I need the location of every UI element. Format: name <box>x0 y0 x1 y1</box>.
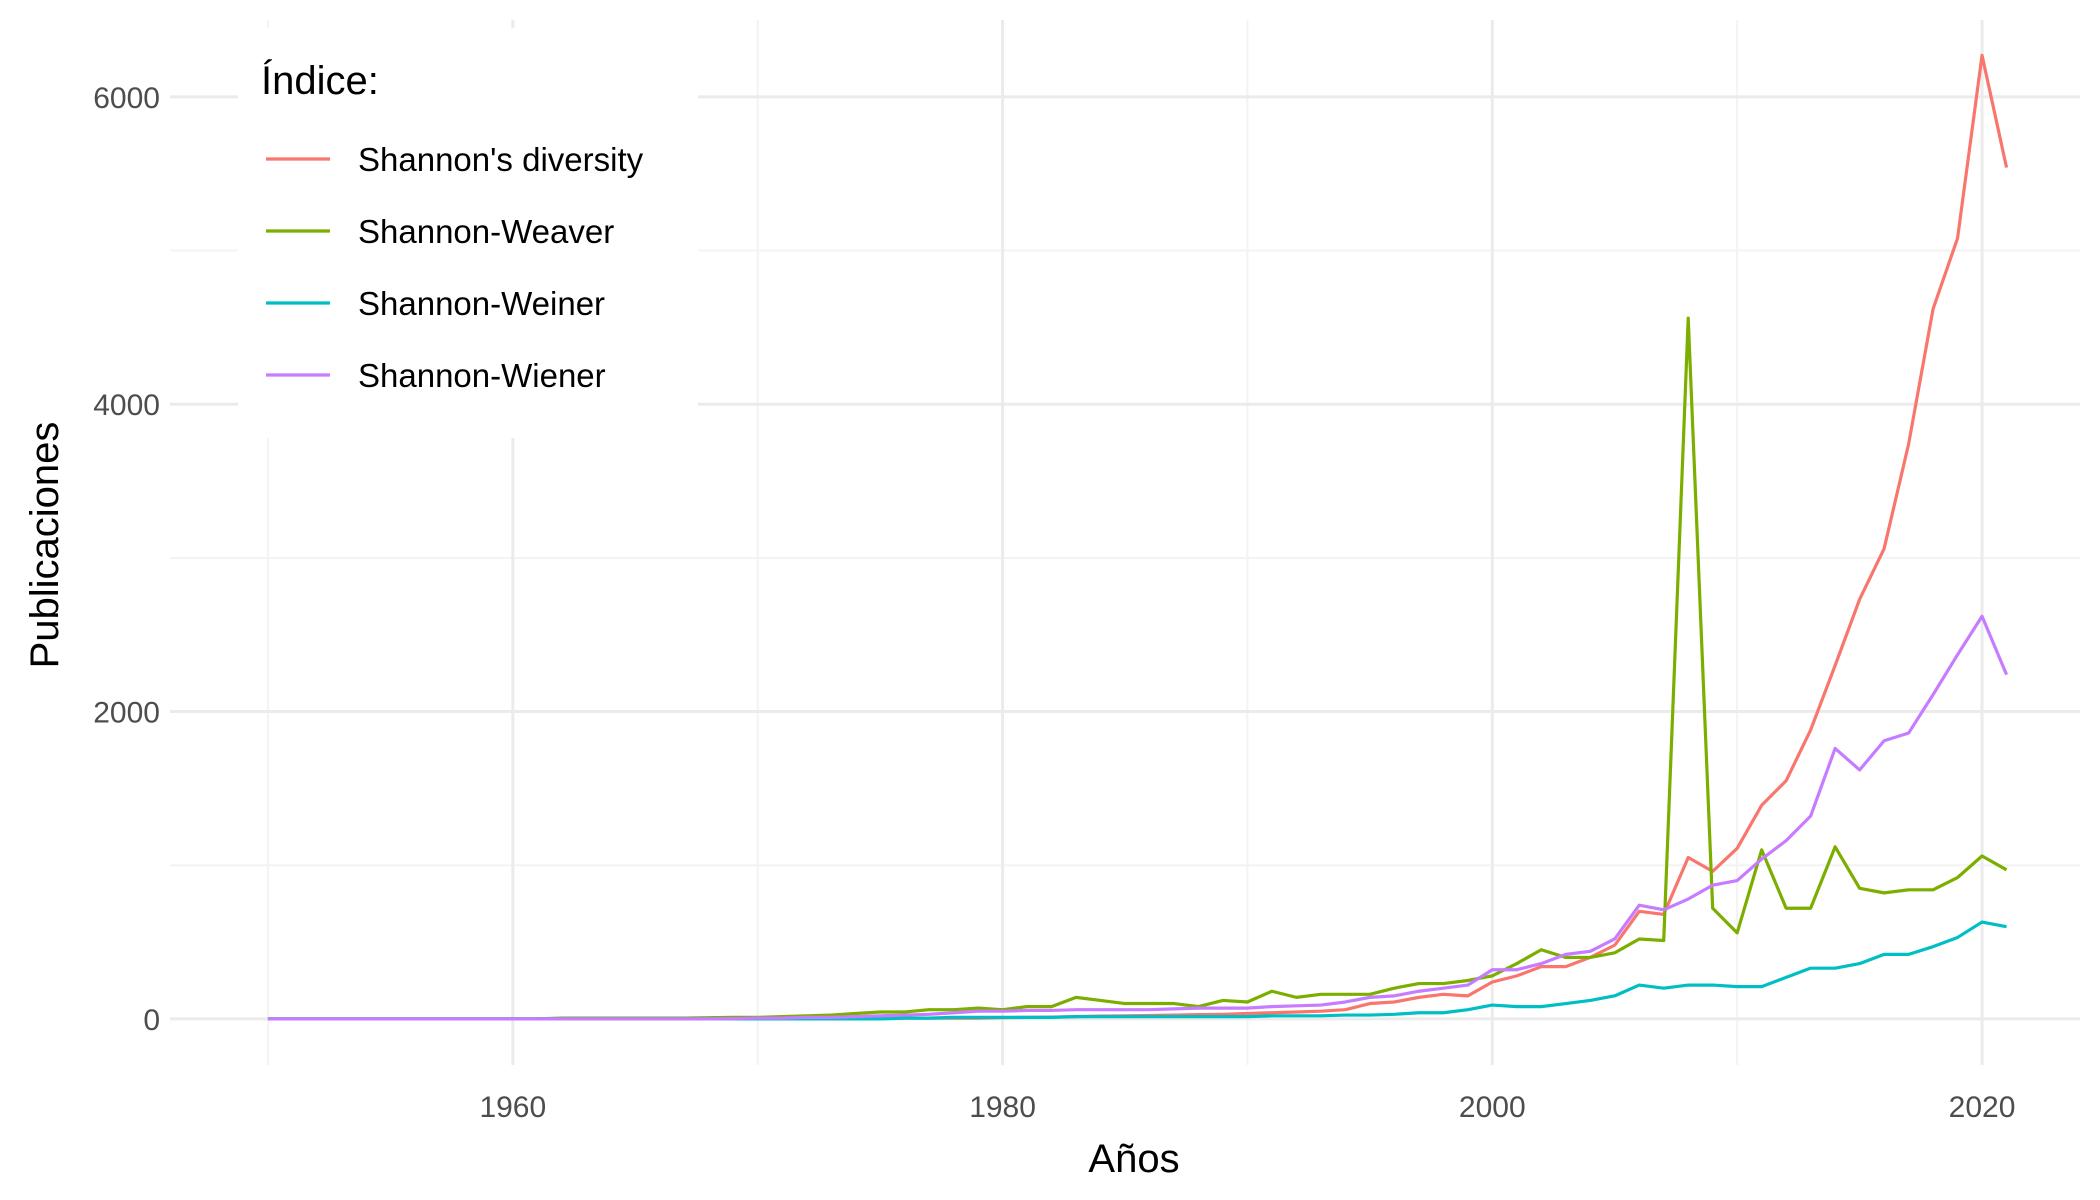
legend-label-shannon-wiener: Shannon-Wiener <box>358 357 606 394</box>
series-line-shannon-wiener <box>267 614 2009 1021</box>
y-axis-title: Publicaciones <box>23 422 67 669</box>
legend-label-shannon-weiner: Shannon-Weiner <box>358 285 605 322</box>
legend-background <box>238 28 698 438</box>
x-tick-label: 2000 <box>1459 1091 1526 1124</box>
x-tick-label: 1980 <box>969 1091 1036 1124</box>
legend-items: Shannon's diversity Shannon-Weaver Shannon… <box>266 141 644 394</box>
legend-label-shannon-weaver: Shannon-Weaver <box>358 213 614 250</box>
legend-label-shannon-s-diversity: Shannon's diversity <box>358 141 644 178</box>
x-axis-title: Años <box>1088 1137 1179 1181</box>
series-lines <box>267 53 2009 1021</box>
y-tick-label: 6000 <box>93 82 160 115</box>
x-axis-tick-labels: 1960 1980 2000 2020 <box>479 1091 2015 1124</box>
y-tick-label: 2000 <box>93 697 160 730</box>
legend-title: Índice: <box>261 58 379 103</box>
y-axis-tick-labels: 0 2000 4000 6000 <box>93 82 160 1037</box>
x-tick-label: 1960 <box>479 1091 546 1124</box>
legend: Índice: Shannon's diversity Shannon-Weave… <box>238 28 698 438</box>
y-tick-label: 4000 <box>93 389 160 422</box>
x-tick-label: 2020 <box>1949 1091 2016 1124</box>
y-tick-label: 0 <box>143 1004 160 1037</box>
